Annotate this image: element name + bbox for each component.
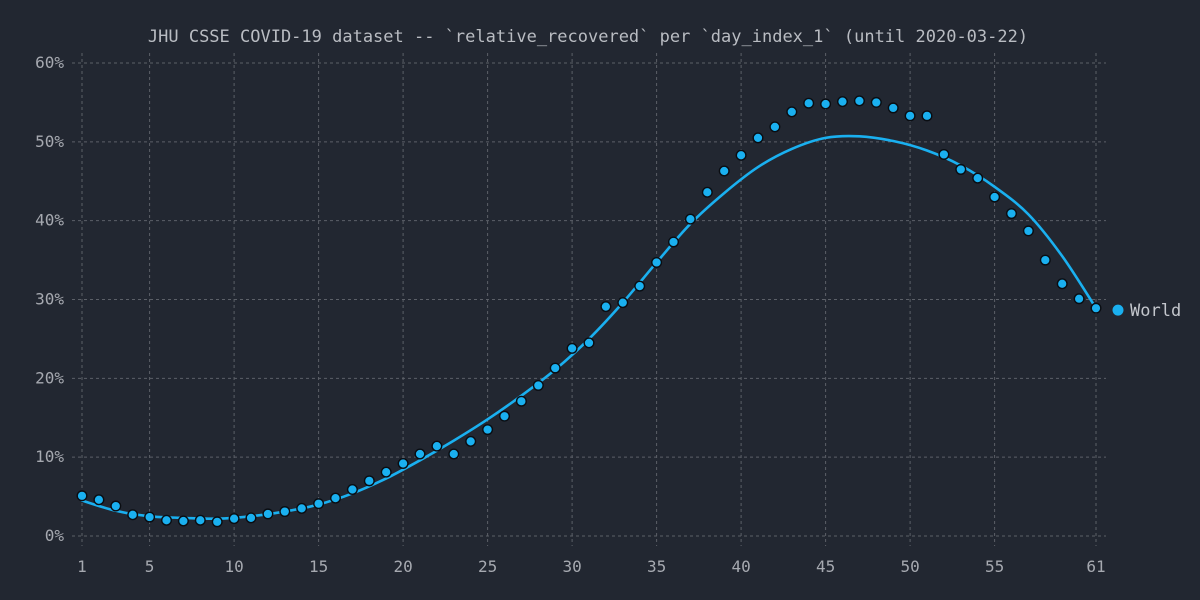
x-tick-label: 1	[77, 557, 87, 576]
data-point	[853, 95, 865, 107]
x-tick-label: 30	[562, 557, 581, 576]
data-point	[465, 435, 477, 447]
x-tick-label: 40	[731, 557, 750, 576]
data-point	[1006, 208, 1018, 220]
data-point	[144, 511, 156, 523]
data-point	[718, 165, 730, 177]
data-point	[482, 424, 494, 436]
data-point	[177, 515, 189, 527]
x-tick-label: 50	[900, 557, 919, 576]
data-point	[330, 492, 342, 504]
data-point	[279, 506, 291, 518]
data-point	[617, 297, 629, 309]
data-point	[583, 337, 595, 349]
data-point	[1090, 302, 1102, 314]
data-point	[803, 97, 815, 109]
data-point	[701, 186, 713, 198]
x-tick-label: 25	[478, 557, 497, 576]
data-point	[566, 342, 578, 354]
x-tick-label: 10	[224, 557, 243, 576]
data-point	[363, 475, 375, 487]
data-point	[262, 508, 274, 520]
data-point	[938, 148, 950, 160]
x-tick-label: 20	[393, 557, 412, 576]
data-point	[515, 395, 527, 407]
data-point	[549, 362, 561, 374]
data-point	[955, 163, 967, 175]
y-tick-label: 60%	[35, 53, 64, 72]
data-point	[532, 379, 544, 391]
data-point	[380, 466, 392, 478]
data-point	[1022, 225, 1034, 237]
data-point	[76, 490, 88, 502]
x-axis-ticks: 1 5 10 15 20 25 30 35 40 45 50 55 61	[77, 557, 1105, 576]
data-point	[245, 512, 257, 524]
data-point	[127, 509, 139, 521]
data-point	[752, 132, 764, 144]
legend-label: World	[1130, 301, 1181, 321]
data-point	[989, 191, 1001, 203]
data-point	[1056, 278, 1068, 290]
data-point	[160, 514, 172, 526]
data-point	[93, 494, 105, 506]
data-point	[668, 236, 680, 248]
data-point	[684, 213, 696, 225]
y-tick-label: 50%	[35, 132, 64, 151]
data-point	[346, 483, 358, 495]
data-point	[820, 98, 832, 110]
data-point	[397, 457, 409, 469]
y-tick-label: 0%	[45, 526, 65, 545]
x-tick-label: 5	[145, 557, 155, 576]
data-point	[228, 513, 240, 525]
data-point	[735, 149, 747, 161]
data-point	[296, 502, 308, 514]
data-point	[651, 256, 663, 268]
data-point	[194, 514, 206, 526]
data-point	[904, 110, 916, 122]
data-point	[211, 516, 223, 528]
x-tick-label: 35	[647, 557, 666, 576]
data-point	[431, 440, 443, 452]
data-point	[972, 172, 984, 184]
data-point	[887, 102, 899, 114]
x-tick-label: 45	[816, 557, 835, 576]
x-tick-label: 15	[309, 557, 328, 576]
data-point	[837, 96, 849, 108]
legend-marker	[1112, 304, 1124, 316]
data-point	[313, 498, 325, 510]
y-tick-label: 20%	[35, 368, 64, 387]
data-point	[110, 500, 122, 512]
data-point	[786, 106, 798, 118]
y-tick-label: 30%	[35, 290, 64, 309]
x-tick-label: 55	[985, 557, 1004, 576]
y-tick-label: 10%	[35, 447, 64, 466]
data-point	[870, 96, 882, 108]
y-axis-ticks: 0% 10% 20% 30% 40% 50% 60%	[35, 53, 64, 545]
data-points	[76, 95, 1102, 528]
data-point	[600, 301, 612, 313]
data-point	[1039, 254, 1051, 266]
chart-title: JHU CSSE COVID-19 dataset -- `relative_r…	[148, 27, 1028, 47]
data-point	[499, 410, 511, 422]
data-point	[769, 121, 781, 133]
data-point	[634, 280, 646, 292]
data-point	[1073, 293, 1085, 305]
data-point	[921, 110, 933, 122]
data-point	[448, 448, 460, 460]
legend: World	[1112, 301, 1181, 321]
grid	[72, 53, 1106, 546]
y-tick-label: 40%	[35, 211, 64, 230]
data-point	[414, 448, 426, 460]
x-tick-label: 61	[1086, 557, 1105, 576]
